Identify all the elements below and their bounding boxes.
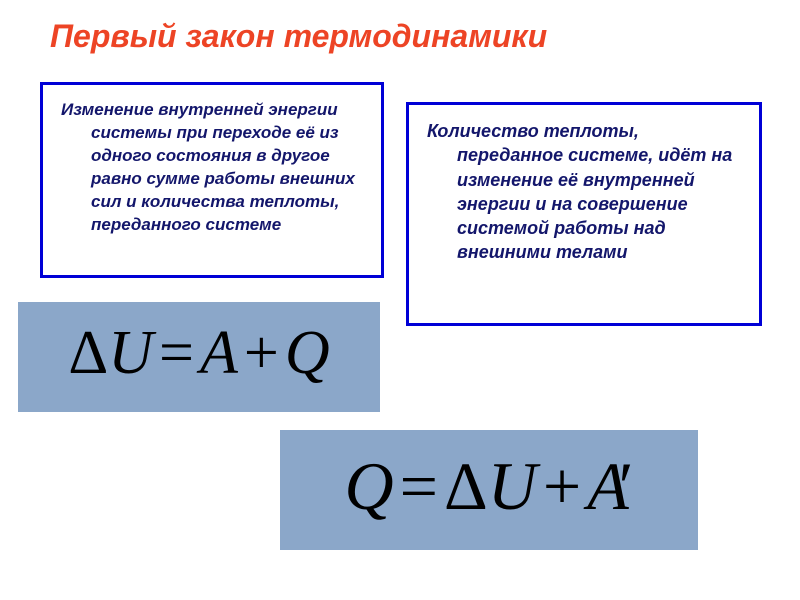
delta-symbol: Δ — [444, 447, 488, 526]
plus: + — [537, 447, 587, 526]
var-q: Q — [345, 447, 394, 526]
plus: + — [238, 318, 285, 389]
delta-symbol: Δ — [68, 318, 108, 389]
definition-box-left: Изменение внутренней энергии системы при… — [40, 82, 384, 278]
prime-symbol: ′ — [619, 447, 634, 526]
definition-left-text: Изменение внутренней энергии системы при… — [61, 99, 367, 237]
slide-title: Первый закон термодинамики — [50, 18, 547, 55]
var-a: A — [200, 318, 238, 389]
var-q: Q — [285, 318, 330, 389]
var-u: U — [108, 318, 153, 389]
equals: = — [153, 318, 200, 389]
definition-right-text: Количество теплоты, переданное системе, … — [427, 119, 745, 265]
formula-delta-u: ΔU = A + Q — [18, 302, 380, 412]
var-u: U — [488, 447, 537, 526]
definition-box-right: Количество теплоты, переданное системе, … — [406, 102, 762, 326]
equals: = — [394, 447, 444, 526]
formula-q: Q = ΔU + A′ — [280, 430, 698, 550]
